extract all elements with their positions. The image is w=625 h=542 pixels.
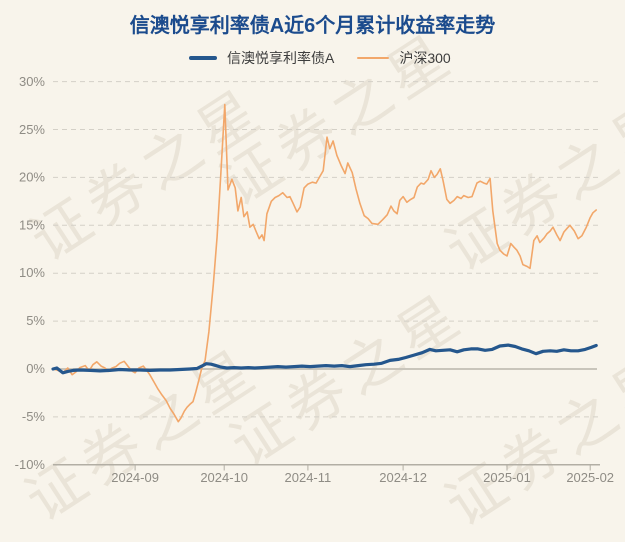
fund-line-swatch-icon: [189, 56, 217, 60]
x-tick-label: 2024-09: [111, 470, 159, 485]
x-tick-label: 2024-12: [379, 470, 427, 485]
page-title: 信澳悦享利率债A近6个月累计收益率走势: [129, 15, 496, 37]
y-tick-label: -10%: [15, 457, 46, 472]
y-tick-label: 20%: [19, 170, 45, 185]
legend-label-csi300: 沪深300: [399, 50, 451, 66]
y-tick-label: 10%: [19, 265, 45, 280]
x-tick-label: 2025-01: [483, 470, 531, 485]
x-tick-label: 2024-10: [200, 470, 248, 485]
legend-label-fund: 信澳悦享利率债A: [227, 50, 335, 66]
y-tick-label: 5%: [26, 313, 45, 328]
y-tick-label: 15%: [19, 218, 45, 233]
csi300-line: [52, 103, 598, 423]
y-tick-label: 30%: [19, 74, 45, 89]
y-tick-label: -5%: [22, 409, 46, 424]
x-tick-label: 2024-11: [285, 470, 332, 485]
y-tick-label: 25%: [19, 122, 45, 137]
chart-legend: 信澳悦享利率债A 沪深300: [189, 50, 451, 66]
csi300-line-swatch-icon: [357, 57, 390, 59]
y-tick-label: 0%: [26, 361, 45, 376]
x-tick-label: 2025-02: [566, 470, 614, 485]
fund-line: [51, 343, 598, 375]
legend-item-fund[interactable]: 信澳悦享利率债A: [189, 48, 334, 68]
line-chart: 30% 25% 20% 15% 10% 5% 0% -5% -10% 2024-…: [15, 74, 614, 485]
legend-item-csi300[interactable]: 沪深300: [357, 48, 451, 68]
